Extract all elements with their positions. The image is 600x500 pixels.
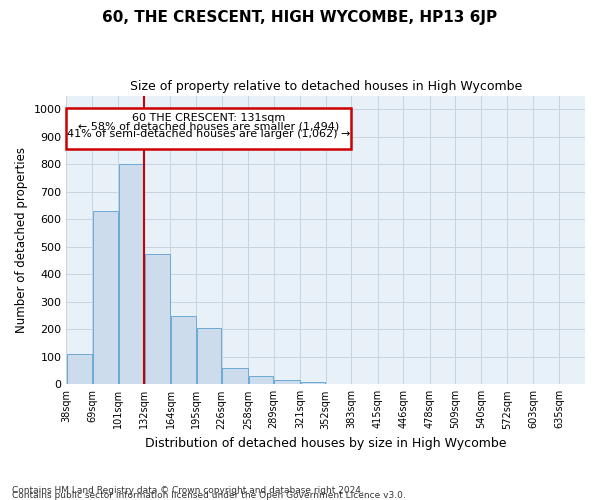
Bar: [92, 211, 118, 384]
Bar: [301, 382, 325, 384]
Bar: [274, 380, 299, 384]
Text: 41% of semi-detached houses are larger (1,062) →: 41% of semi-detached houses are larger (…: [67, 128, 350, 138]
Bar: [222, 368, 248, 384]
Title: Size of property relative to detached houses in High Wycombe: Size of property relative to detached ho…: [130, 80, 522, 93]
Bar: [145, 254, 170, 384]
X-axis label: Distribution of detached houses by size in High Wycombe: Distribution of detached houses by size …: [145, 437, 506, 450]
Bar: [248, 376, 273, 384]
Bar: [171, 316, 196, 384]
Bar: [197, 328, 221, 384]
Y-axis label: Number of detached properties: Number of detached properties: [15, 147, 28, 333]
Text: 60 THE CRESCENT: 131sqm: 60 THE CRESCENT: 131sqm: [132, 113, 286, 123]
Text: ← 58% of detached houses are smaller (1,494): ← 58% of detached houses are smaller (1,…: [78, 121, 340, 131]
Bar: [67, 108, 352, 149]
Bar: [67, 354, 92, 384]
Bar: [119, 164, 143, 384]
Text: Contains HM Land Registry data © Crown copyright and database right 2024.: Contains HM Land Registry data © Crown c…: [12, 486, 364, 495]
Text: 60, THE CRESCENT, HIGH WYCOMBE, HP13 6JP: 60, THE CRESCENT, HIGH WYCOMBE, HP13 6JP: [103, 10, 497, 25]
Text: Contains public sector information licensed under the Open Government Licence v3: Contains public sector information licen…: [12, 491, 406, 500]
